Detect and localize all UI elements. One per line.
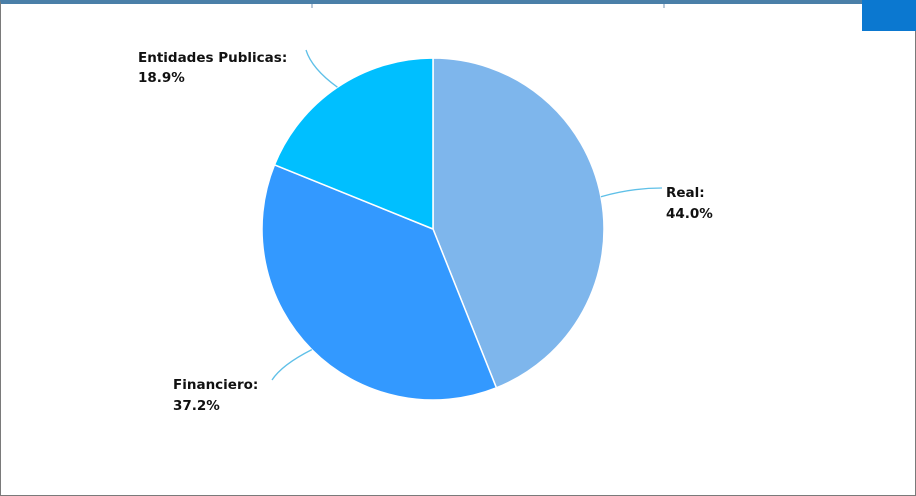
leader-line-real (600, 187, 663, 198)
slice-label-financiero: Financiero: 37.2% (173, 377, 258, 414)
slice-label-entidades-publicas-value: 18.9% (138, 70, 185, 86)
slice-label-entidades-publicas-name: Entidades Publicas: (138, 50, 287, 66)
leader-line-financiero (271, 349, 313, 381)
leader-line-entidades-publicas (305, 49, 338, 88)
pie-slices (261, 57, 605, 401)
leader-lines (271, 49, 663, 381)
pie-slice-real (432, 57, 605, 389)
corner-tab[interactable] (862, 0, 916, 31)
slice-label-real-value: 44.0% (666, 206, 713, 222)
slice-label-real-name: Real: (666, 185, 705, 201)
frame-tick (663, 4, 665, 8)
frame-tick (311, 4, 313, 8)
slice-label-real: Real: 44.0% (666, 185, 713, 222)
pie-slice-financiero (261, 163, 498, 401)
slice-label-entidades-publicas: Entidades Publicas: 18.9% (138, 50, 287, 86)
pie-slice-entidades-publicas (273, 57, 434, 231)
slice-label-financiero-name: Financiero: (173, 377, 258, 393)
slice-label-financiero-value: 37.2% (173, 398, 220, 414)
